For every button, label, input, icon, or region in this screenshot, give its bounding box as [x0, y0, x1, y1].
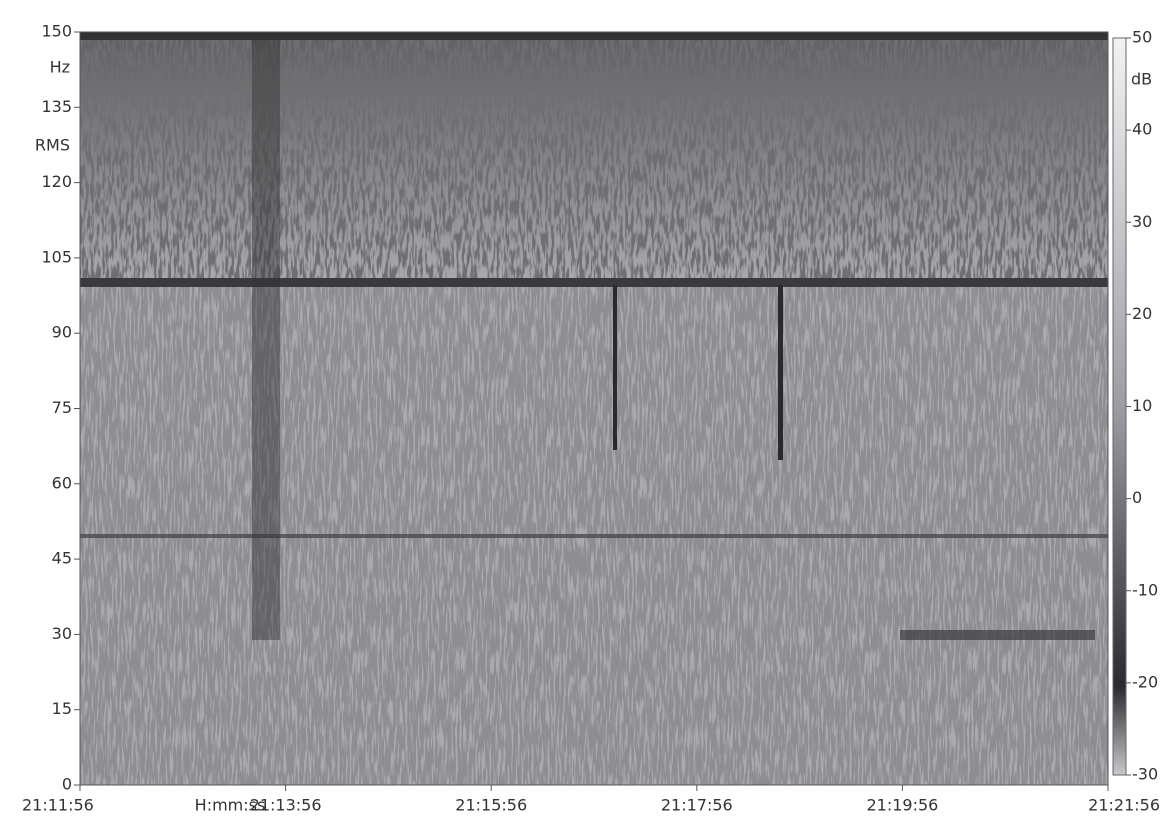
x-tick-label: 21:15:56	[455, 796, 527, 815]
y-tick-label: 90	[52, 323, 72, 342]
texture	[900, 630, 1095, 640]
colorbar-tick-label: -10	[1132, 580, 1158, 599]
texture	[778, 285, 783, 460]
colorbar-tick-label: 40	[1132, 120, 1152, 139]
y-axis-label: RMS	[35, 136, 70, 155]
colorbar-tick-label: -30	[1132, 765, 1158, 784]
colorbar-tick-label: 10	[1132, 396, 1152, 415]
plot-area	[79, 31, 1109, 786]
texture	[613, 285, 617, 450]
colorbar-tick-label: 0	[1132, 488, 1142, 507]
texture	[80, 278, 1108, 287]
y-tick-label: 45	[52, 549, 72, 568]
colorbar-tick-label: 50	[1132, 28, 1152, 47]
x-tick-label: 21:11:56	[22, 796, 94, 815]
y-tick-label: 150	[41, 22, 72, 41]
texture	[80, 32, 1108, 40]
y-tick-label: 0	[62, 775, 72, 794]
x-tick-label: 21:19:56	[866, 796, 938, 815]
y-tick-label: 75	[52, 398, 72, 417]
y-tick-label: 30	[52, 624, 72, 643]
x-axis-label: H:mm:ss	[195, 796, 266, 815]
texture	[252, 40, 280, 640]
y-axis-label: Hz	[50, 58, 70, 77]
y-tick-label: 15	[52, 699, 72, 718]
x-tick-label: 21:13:56	[250, 796, 322, 815]
texture	[80, 32, 1108, 282]
colorbar-label: dB	[1131, 70, 1152, 89]
y-tick-label: 105	[41, 247, 72, 266]
colorbar-tick-label: -20	[1132, 672, 1158, 691]
colorbar-tick-label: 30	[1132, 212, 1152, 231]
x-tick-label: 21:17:56	[661, 796, 733, 815]
y-tick-label: 60	[52, 473, 72, 492]
x-tick-label: 21:21:56	[1088, 796, 1160, 815]
y-tick-label: 120	[41, 172, 72, 191]
colorbar	[1112, 37, 1127, 776]
colorbar-tick-label: 20	[1132, 304, 1152, 323]
y-tick-label: 135	[41, 97, 72, 116]
texture	[80, 534, 1108, 538]
